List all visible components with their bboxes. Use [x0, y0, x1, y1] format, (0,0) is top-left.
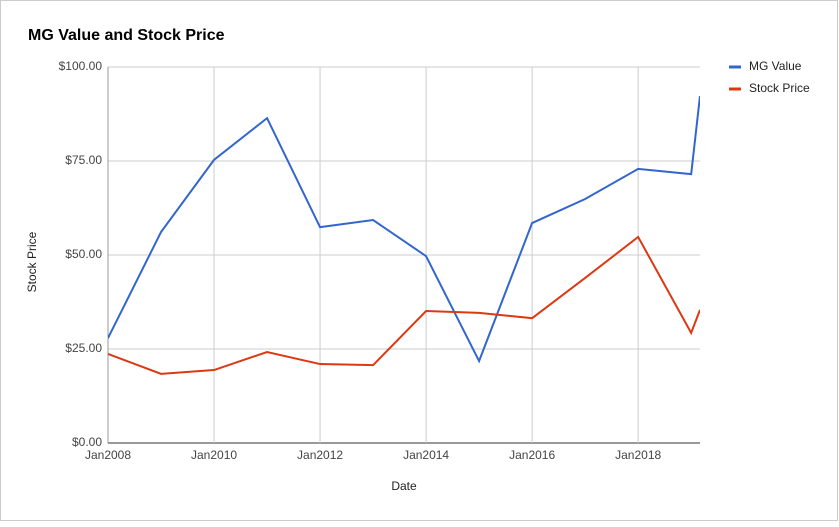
series-line — [108, 95, 700, 364]
y-tick-label: $25.00 — [65, 341, 102, 355]
y-axis-label: Stock Price — [25, 231, 39, 292]
legend-label: Stock Price — [749, 81, 810, 95]
y-tick-label: $100.00 — [59, 59, 103, 73]
x-tick-label: Jan2010 — [191, 448, 237, 462]
x-axis-label: Date — [391, 479, 417, 493]
x-tick-label: Jan2008 — [85, 448, 131, 462]
y-tick-label: $75.00 — [65, 153, 102, 167]
legend-label: MG Value — [749, 59, 802, 73]
series-line — [108, 235, 700, 375]
x-tick-label: Jan2014 — [403, 448, 449, 462]
chart-title: MG Value and Stock Price — [28, 27, 225, 44]
x-tick-label: Jan2012 — [297, 448, 343, 462]
x-tick-label: Jan2018 — [615, 448, 661, 462]
x-tick-label: Jan2016 — [509, 448, 555, 462]
y-tick-label: $50.00 — [65, 247, 102, 261]
y-tick-label: $0.00 — [72, 435, 102, 449]
plot-area — [108, 95, 700, 375]
